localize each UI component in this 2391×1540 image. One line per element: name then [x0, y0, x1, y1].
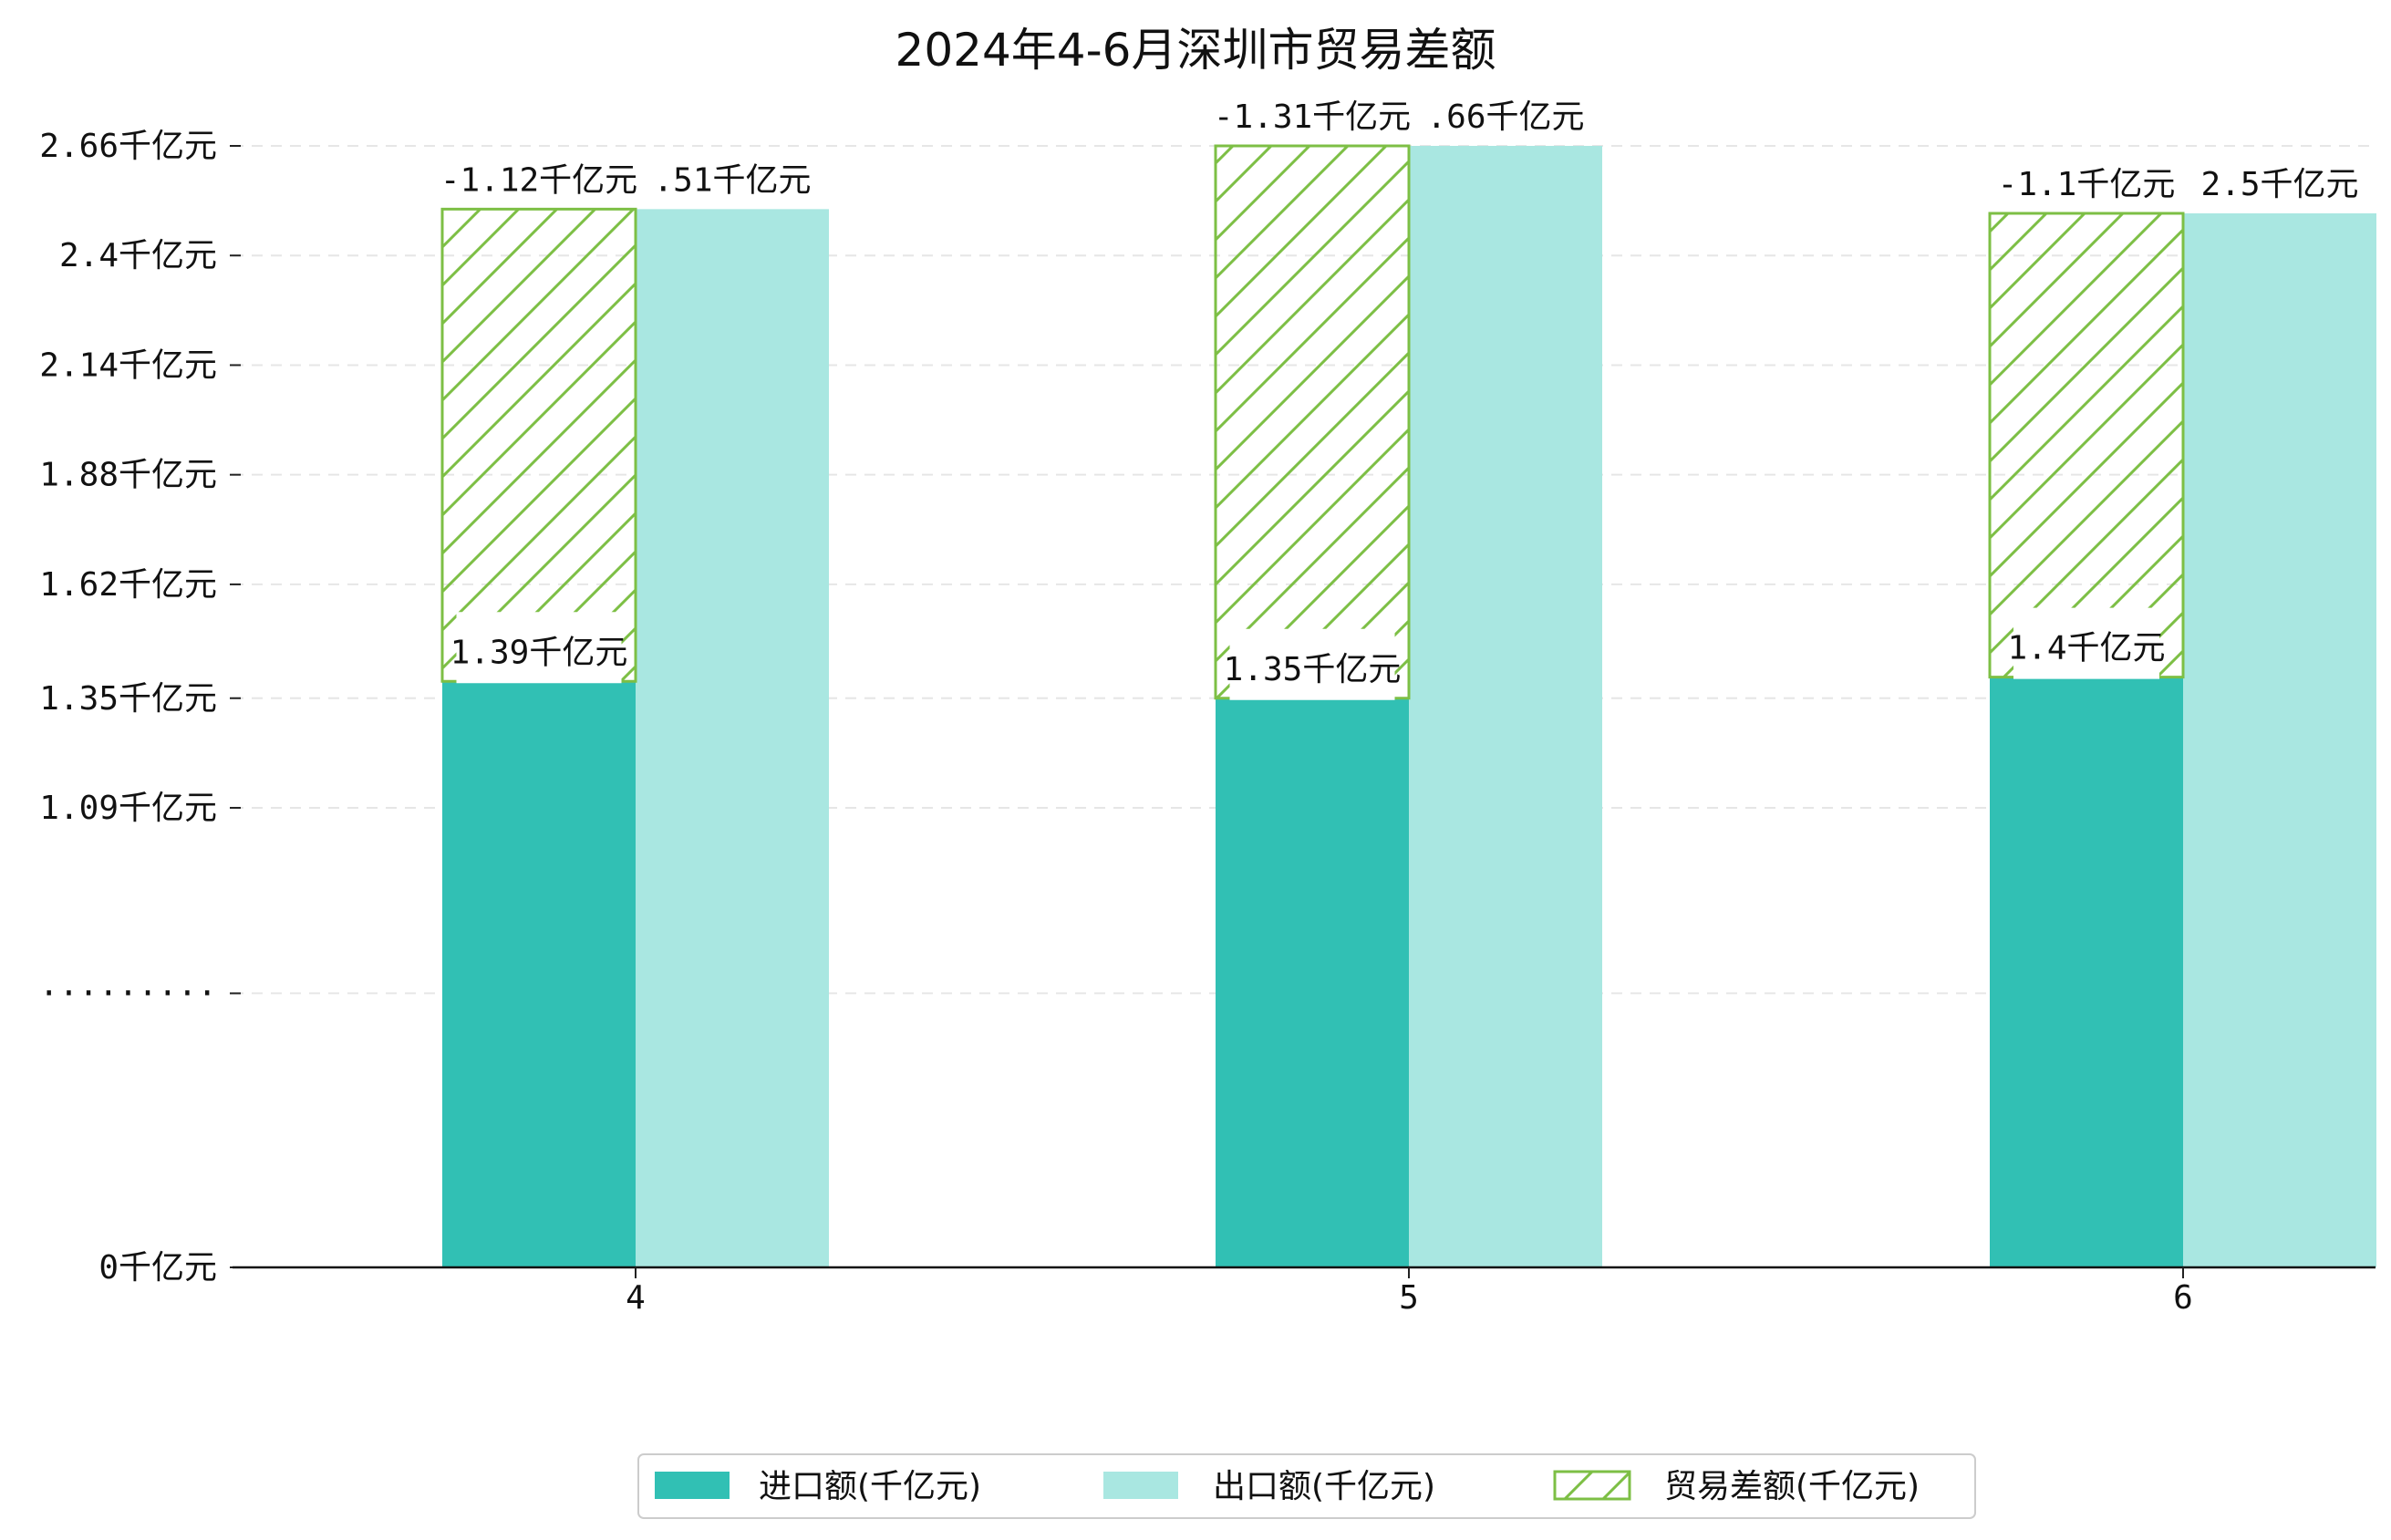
y-tick-label: 1.09千亿元	[39, 790, 217, 827]
bar-import	[442, 681, 636, 1267]
x-axis: 4 5 6	[233, 1266, 2375, 1317]
chart-title: 2024年4-6月深圳市贸易差额	[895, 24, 1496, 77]
legend-swatch	[1553, 1470, 1631, 1501]
data-label-text: -1.12千亿元	[440, 161, 637, 199]
y-tick-label: 1.62千亿元	[39, 566, 217, 604]
data-label-background	[2003, 152, 2169, 208]
legend: 进口额(千亿元) 出口额(千亿元) 贸易差额(千亿元)	[637, 1453, 1976, 1519]
data-labels: 1.39千亿元 -1.12千亿元 .51千亿元 1.35千亿元 -1.31千亿元 .66千…	[440, 86, 2359, 700]
data-label: .51千亿元	[653, 158, 812, 204]
data-label: -1.1千亿元	[1998, 152, 2176, 208]
x-tick-label: 5	[1399, 1279, 1419, 1317]
data-label: -1.12千亿元	[440, 149, 637, 204]
bar-balance	[1214, 144, 1411, 700]
y-axis: 0千亿元 ········· 1.09千亿元 1.35千亿元 1.62千亿元 1.88千亿…	[39, 128, 241, 1287]
y-tick-label: 1.35千亿元	[39, 680, 217, 718]
data-label-text: 1.35千亿元	[1224, 651, 1402, 688]
data-label-background	[2013, 607, 2159, 679]
data-label: 1.4千亿元	[2007, 607, 2166, 679]
data-label: .66千亿元	[1426, 95, 1585, 140]
legend-frame	[637, 1453, 1976, 1519]
legend-swatch	[1103, 1472, 1178, 1499]
bar-import	[1216, 698, 1409, 1267]
data-label: -1.31千亿元	[1214, 86, 1411, 140]
bar-balance	[1988, 212, 2185, 679]
data-label-text: 1.4千亿元	[2007, 630, 2165, 667]
legend-item: 进口额(千亿元)	[655, 1468, 981, 1505]
bar-import	[1990, 677, 2183, 1267]
data-label: 1.39千亿元	[450, 612, 628, 684]
data-label-text: .51千亿元	[653, 161, 811, 199]
bar-export	[636, 209, 829, 1268]
y-tick-label: 2.4千亿元	[59, 237, 217, 274]
legend-item: 出口额(千亿元)	[1103, 1468, 1435, 1505]
data-label-background	[2214, 161, 2345, 208]
bar-balance	[440, 207, 637, 683]
data-label-background	[447, 149, 631, 204]
data-label-background	[1229, 628, 1395, 700]
legend-label: 进口额(千亿元)	[759, 1468, 981, 1505]
y-tick-label: 1.88千亿元	[39, 457, 217, 494]
data-label-background	[1220, 86, 1404, 140]
data-label-text: -1.1千亿元	[1998, 166, 2176, 203]
y-tick-label: 2.66千亿元	[39, 128, 217, 165]
legend-item: 贸易差额(千亿元)	[1553, 1468, 1920, 1505]
data-label-background	[1440, 95, 1571, 140]
data-label-text: -1.31千亿元	[1214, 98, 1411, 136]
legend-swatch	[655, 1472, 730, 1499]
data-label-text: 1.39千亿元	[450, 634, 628, 671]
legend-label: 贸易差额(千亿元)	[1664, 1468, 1920, 1505]
data-label: 1.35千亿元	[1224, 628, 1402, 700]
x-tick-label: 4	[626, 1279, 646, 1317]
data-label-background	[667, 158, 798, 204]
data-label: 2.5千亿元	[2200, 161, 2359, 208]
data-label-text: 2.5千亿元	[2200, 166, 2358, 203]
y-tick-label: 0千亿元	[98, 1249, 217, 1287]
data-label-text: .66千亿元	[1426, 98, 1584, 136]
bars	[440, 144, 2376, 1268]
y-tick-label: 2.14千亿元	[39, 346, 217, 384]
y-tick-label: ·········	[39, 975, 217, 1012]
bar-export	[2183, 212, 2376, 1267]
bar-export	[1409, 146, 1602, 1267]
x-tick-label: 6	[2173, 1279, 2193, 1317]
data-label-background	[456, 612, 622, 684]
legend-label: 出口额(千亿元)	[1213, 1468, 1435, 1505]
